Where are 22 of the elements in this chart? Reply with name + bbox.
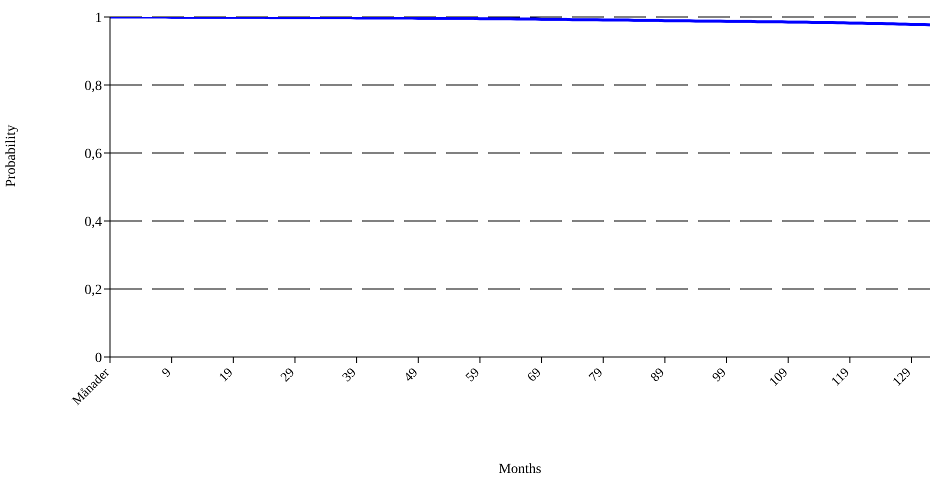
- x-tick-label: 109: [766, 364, 790, 389]
- y-tick-label: 0,6: [84, 146, 102, 162]
- x-tick-label: 119: [828, 364, 852, 389]
- x-tick-label: 9: [158, 364, 174, 380]
- x-tick-label: 69: [524, 364, 544, 384]
- y-tick-label: 0,2: [84, 282, 102, 298]
- x-tick-label: 49: [400, 364, 420, 384]
- y-tick-label: 0,4: [84, 214, 102, 230]
- x-tick-label: 19: [216, 364, 236, 384]
- x-tick-label: 29: [277, 364, 298, 384]
- x-tick-label: 79: [586, 364, 606, 384]
- x-tick-label: 89: [647, 364, 668, 384]
- line-series: [110, 17, 930, 26]
- x-axis-title: Months: [498, 462, 542, 477]
- x-tick-label: 39: [338, 364, 359, 384]
- y-tick-label: 0: [95, 350, 102, 366]
- x-tick-label: 59: [462, 364, 482, 384]
- y-axis-title: Probability: [4, 124, 19, 187]
- x-tick-label: 129: [889, 364, 914, 389]
- y-tick-label: 1: [95, 10, 102, 26]
- y-tick-label: 0,8: [84, 78, 102, 94]
- x-tick-label: 99: [708, 364, 729, 384]
